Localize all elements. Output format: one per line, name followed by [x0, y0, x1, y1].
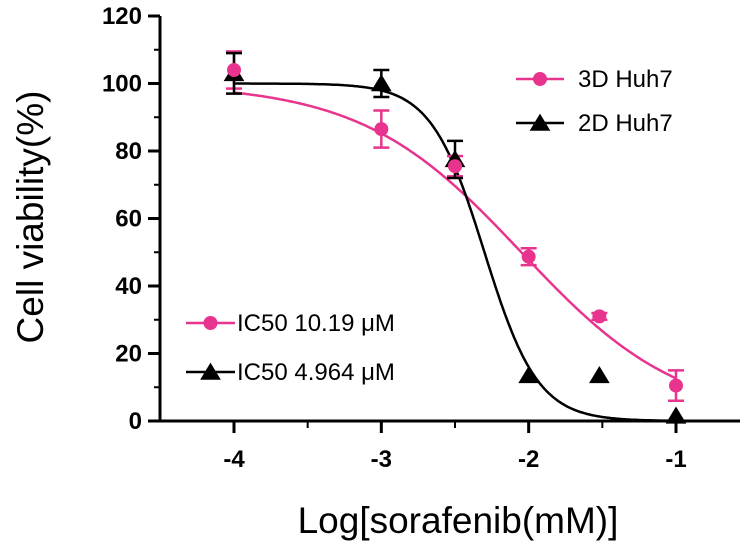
data-point-circle — [203, 316, 218, 330]
legend-label: 3D Huh7 — [578, 66, 673, 93]
x-tick-label: -2 — [518, 446, 539, 473]
x-axis: -4 -3 -2 -1 — [160, 419, 740, 473]
legend-label: IC50 10.19 μM — [237, 310, 395, 337]
data-point-circle — [227, 63, 241, 77]
y-tick-label: 20 — [115, 341, 142, 368]
data-point-triangle — [665, 406, 687, 424]
data-points — [223, 50, 687, 424]
x-tick-label: -4 — [223, 446, 245, 473]
x-axis-title: Log[sorafenib(mM)] — [298, 500, 619, 541]
data-point-triangle — [529, 113, 551, 131]
x-tick-label: -3 — [371, 446, 392, 473]
data-point-circle — [592, 309, 607, 324]
data-point-triangle — [518, 366, 540, 384]
legend: 3D Huh7 2D Huh7 IC50 10.19 μM IC50 4.964 μM — [186, 66, 673, 386]
data-point-triangle — [370, 74, 392, 92]
data-point-triangle — [200, 362, 221, 380]
y-axis: 0 20 40 60 80 100 120 — [102, 3, 162, 435]
y-tick-label: 60 — [115, 206, 142, 233]
y-tick-label: 80 — [115, 138, 142, 165]
fit-curve — [233, 91, 677, 380]
y-tick-label: 100 — [102, 71, 142, 98]
data-point-circle — [533, 72, 547, 86]
data-point-circle — [669, 378, 683, 393]
data-point-circle — [448, 159, 462, 174]
x-tick-label: -1 — [665, 446, 686, 473]
data-point-triangle — [589, 366, 610, 384]
y-tick-label: 0 — [129, 408, 142, 435]
data-point-circle — [374, 122, 389, 137]
y-axis-title: Cell viability(%) — [10, 91, 51, 344]
legend-label: 2D Huh7 — [578, 110, 673, 137]
legend-label: IC50 4.964 μM — [237, 359, 395, 386]
data-point-circle — [521, 249, 536, 264]
y-tick-label: 40 — [115, 273, 142, 300]
y-tick-label: 120 — [102, 3, 142, 30]
